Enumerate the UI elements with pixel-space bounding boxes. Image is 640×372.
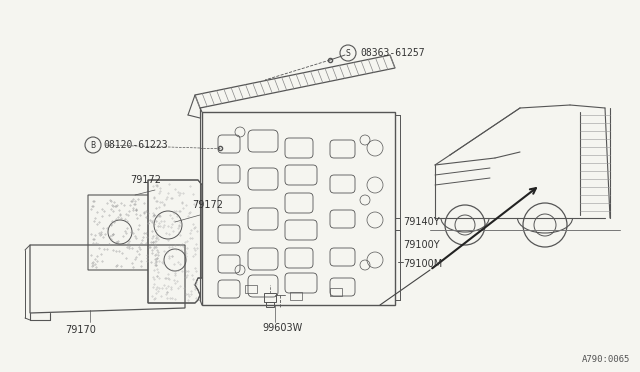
Polygon shape — [148, 180, 202, 303]
Text: S: S — [346, 48, 350, 58]
Text: A790:0065: A790:0065 — [582, 355, 630, 364]
Text: 79100M: 79100M — [403, 259, 442, 269]
Bar — [290, 292, 302, 300]
Text: 08120-61223: 08120-61223 — [103, 140, 168, 150]
Text: 08363-61257: 08363-61257 — [360, 48, 424, 58]
Bar — [264, 293, 276, 302]
Text: 79172: 79172 — [130, 175, 161, 185]
Text: 79100Y: 79100Y — [403, 240, 440, 250]
Bar — [245, 285, 257, 293]
Bar — [330, 288, 342, 296]
Text: 99603W: 99603W — [262, 323, 302, 333]
Text: 79170: 79170 — [65, 325, 96, 335]
Text: B: B — [90, 141, 95, 150]
Bar — [266, 302, 274, 307]
Text: 79140Y: 79140Y — [403, 217, 440, 227]
Text: 79172: 79172 — [192, 200, 223, 210]
